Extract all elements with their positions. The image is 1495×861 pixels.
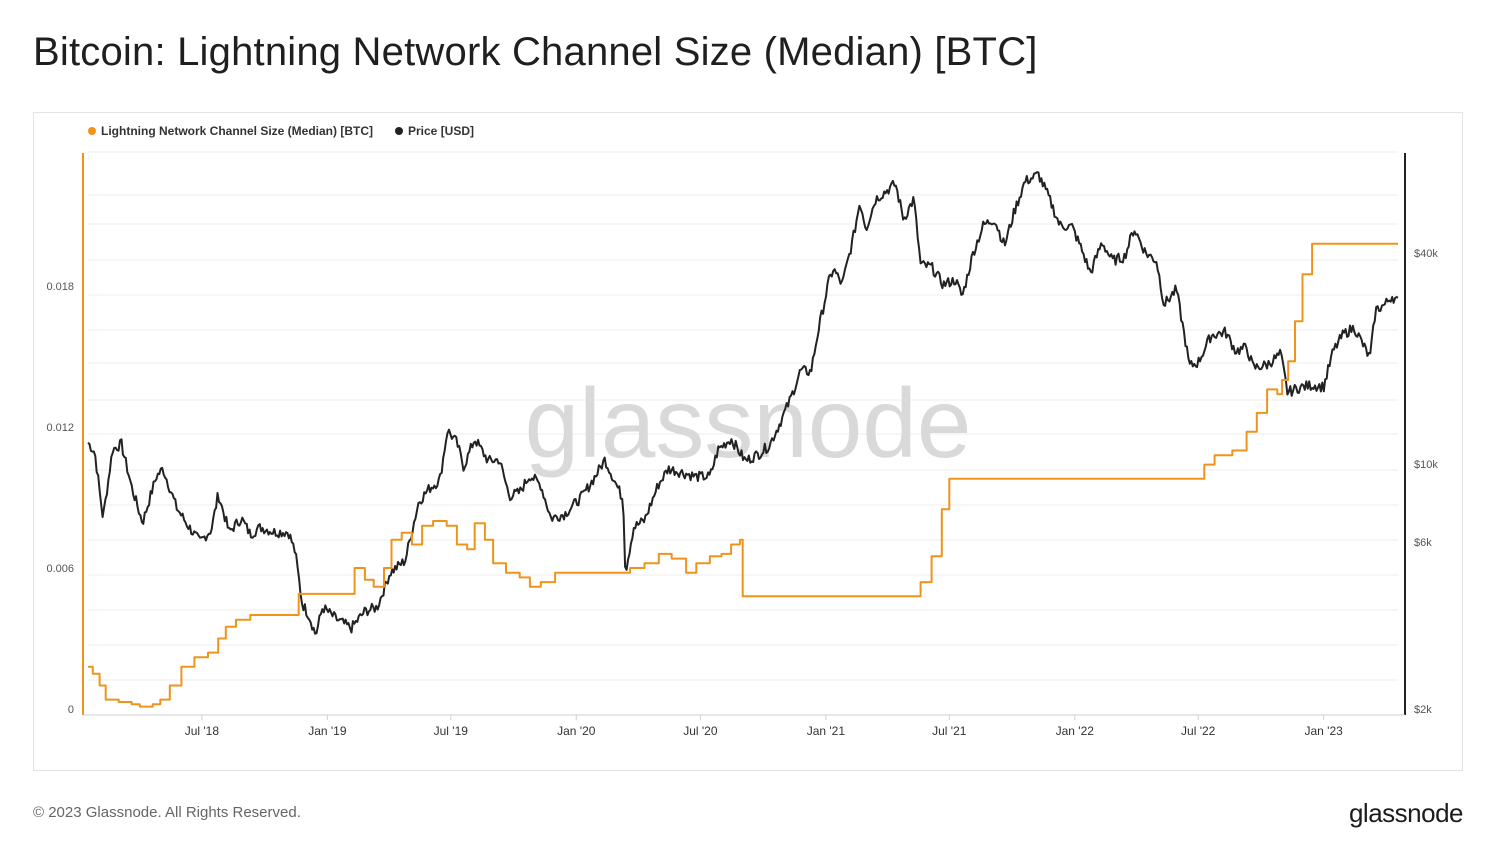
channel-size-series-line [88, 242, 1398, 708]
glassnode-logo[interactable]: glassnode [1348, 798, 1464, 828]
y-left-tick-label: 0.018 [46, 281, 74, 293]
y-right-tick-label: $10k [1414, 459, 1438, 471]
chart-legend: Lightning Network Channel Size (Median) … [88, 124, 474, 138]
x-tick-label: Jul '18 [185, 724, 220, 738]
price-series-line [87, 171, 1399, 635]
x-tick-label: Jan '23 [1305, 724, 1344, 738]
y-right-tick-label: $40k [1414, 248, 1438, 260]
page-title: Bitcoin: Lightning Network Channel Size … [33, 30, 1038, 74]
x-tick-label: Jul '21 [932, 724, 967, 738]
x-tick-label: Jul '19 [434, 724, 469, 738]
y-right-tick-label: $6k [1414, 537, 1432, 549]
x-tick-label: Jan '21 [807, 724, 846, 738]
chart-frame [33, 112, 1463, 771]
y-right-tick-label: $2k [1414, 704, 1432, 716]
x-tick-label: Jul '22 [1181, 724, 1216, 738]
legend-item-channel-size[interactable]: Lightning Network Channel Size (Median) … [88, 124, 373, 138]
y-left-tick-label: 0 [68, 704, 74, 716]
y-left-tick-label: 0.006 [46, 563, 74, 575]
y-left-tick-label: 0.012 [46, 422, 74, 434]
legend-label-channel-size: Lightning Network Channel Size (Median) … [101, 124, 373, 138]
x-tick-label: Jan '22 [1056, 724, 1095, 738]
x-tick-label: Jul '20 [683, 724, 718, 738]
legend-label-price: Price [USD] [408, 124, 475, 138]
legend-item-price[interactable]: Price [USD] [395, 124, 474, 138]
legend-dot-channel-size [88, 127, 96, 135]
x-tick-label: Jan '19 [308, 724, 347, 738]
x-tick-label: Jan '20 [557, 724, 596, 738]
footer-copyright: © 2023 Glassnode. All Rights Reserved. [33, 804, 301, 821]
legend-dot-price [395, 127, 403, 135]
